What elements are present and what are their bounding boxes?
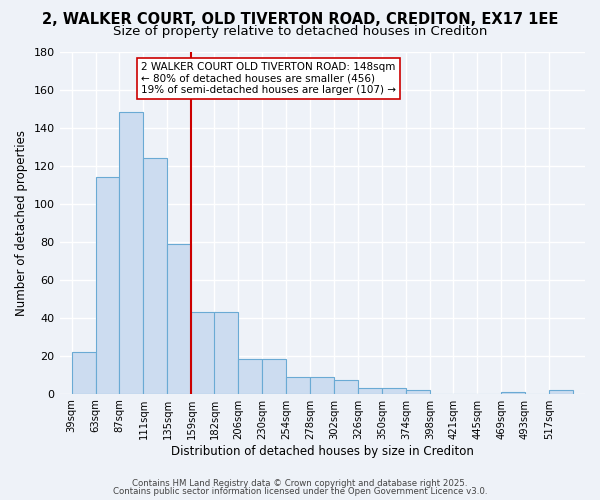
Bar	[358, 388, 382, 394]
Bar	[238, 360, 262, 394]
Text: Contains public sector information licensed under the Open Government Licence v3: Contains public sector information licen…	[113, 487, 487, 496]
Bar	[214, 312, 238, 394]
Bar	[119, 112, 143, 394]
Y-axis label: Number of detached properties: Number of detached properties	[15, 130, 28, 316]
X-axis label: Distribution of detached houses by size in Crediton: Distribution of detached houses by size …	[171, 444, 474, 458]
Text: 2, WALKER COURT, OLD TIVERTON ROAD, CREDITON, EX17 1EE: 2, WALKER COURT, OLD TIVERTON ROAD, CRED…	[42, 12, 558, 28]
Text: Contains HM Land Registry data © Crown copyright and database right 2025.: Contains HM Land Registry data © Crown c…	[132, 478, 468, 488]
Bar	[501, 392, 525, 394]
Bar	[549, 390, 573, 394]
Bar	[71, 352, 95, 394]
Bar	[143, 158, 167, 394]
Bar	[334, 380, 358, 394]
Text: Size of property relative to detached houses in Crediton: Size of property relative to detached ho…	[113, 25, 487, 38]
Bar	[310, 376, 334, 394]
Bar	[167, 244, 191, 394]
Text: 2 WALKER COURT OLD TIVERTON ROAD: 148sqm
← 80% of detached houses are smaller (4: 2 WALKER COURT OLD TIVERTON ROAD: 148sqm…	[141, 62, 396, 95]
Bar	[262, 360, 286, 394]
Bar	[406, 390, 430, 394]
Bar	[382, 388, 406, 394]
Bar	[191, 312, 215, 394]
Bar	[286, 376, 310, 394]
Bar	[95, 177, 119, 394]
